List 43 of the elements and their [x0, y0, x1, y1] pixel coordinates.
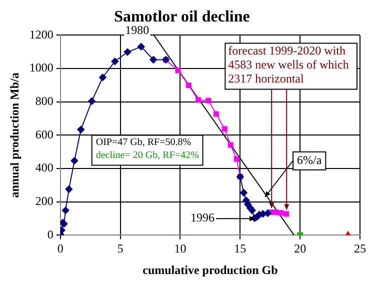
point [234, 156, 240, 162]
y-tick-label: 200 [35, 194, 54, 208]
point [206, 98, 212, 104]
point [186, 82, 192, 88]
point [264, 210, 272, 217]
point [222, 126, 228, 132]
point [175, 68, 181, 74]
point [278, 210, 284, 216]
point [284, 211, 290, 217]
point [65, 186, 73, 193]
x-tick-label: 25 [354, 242, 366, 256]
annotation: 6%/a [297, 153, 322, 168]
point [124, 48, 132, 56]
annotation: 1980 [125, 22, 150, 37]
point [213, 111, 219, 117]
annotation: OIP=47 Gb, RF=50.8% [96, 136, 192, 148]
point [195, 97, 201, 103]
x-tick-label: 0 [57, 242, 64, 256]
x-tick-label: 10 [174, 242, 186, 256]
y-tick-label: 1200 [29, 27, 54, 42]
point [77, 126, 85, 134]
x-tick-label: 5 [117, 242, 124, 256]
x-axis-title: cumulative production Gb [142, 262, 278, 277]
point [62, 206, 70, 214]
point [99, 74, 106, 82]
point [240, 189, 248, 196]
y-tick-label: 1000 [29, 60, 54, 75]
y-tick-label: 800 [35, 94, 54, 108]
y-tick-label: 0 [47, 227, 54, 242]
point [88, 98, 96, 105]
annotation: decline= 20 Gb, RF=42% [96, 150, 199, 161]
annotation: 1996 [190, 210, 215, 224]
point [150, 56, 158, 64]
x-tick-label: 20 [294, 242, 306, 256]
x-tick-label: 15 [234, 242, 246, 256]
point [70, 157, 78, 164]
y-tick-label: 600 [35, 127, 54, 142]
y-axis-title: annual production Mb/a [7, 72, 22, 198]
point [228, 142, 234, 148]
annotation: forecast 1999-2020 with 4583 new wells of which 2317 horizontal [228, 43, 349, 86]
y-tick-label: 400 [35, 160, 54, 175]
point [111, 58, 119, 66]
point [137, 43, 145, 50]
